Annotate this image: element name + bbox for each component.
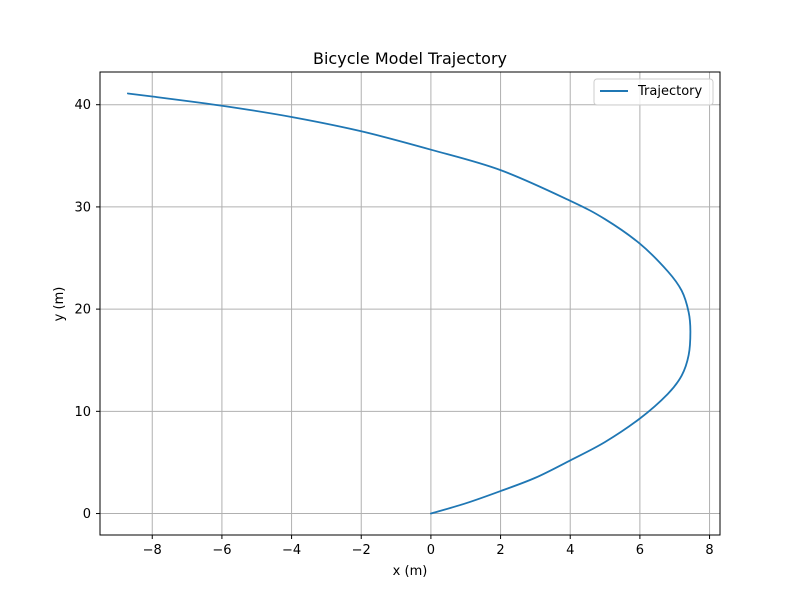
ticks: −8 −6 −4 −2 0 2 4 6 8 0 10 20 30 40 [74,98,713,558]
y-tick-label: 30 [74,200,91,215]
x-tick-label: 6 [636,543,644,558]
chart-title: Bicycle Model Trajectory [313,49,507,68]
legend-box [593,78,714,106]
y-tick-label: 10 [74,405,91,420]
x-axis-label: x (m) [393,564,428,579]
y-axis-label: y (m) [52,287,67,322]
plot-area [100,72,720,535]
y-tick-label: 20 [74,303,91,318]
x-tick-label: 4 [566,543,574,558]
x-tick-label: −2 [352,543,371,558]
x-tick-label: 0 [427,543,435,558]
trajectory-line [126,92,692,515]
series-layer [126,92,692,515]
legend-label: Trajectory [637,84,702,99]
plot-frame [99,71,721,536]
legend: Trajectory [593,78,714,106]
y-tick-label: 40 [74,98,91,113]
x-tick-label: −6 [212,543,231,558]
x-tick-label: 8 [705,543,713,558]
x-tick-label: 2 [496,543,504,558]
y-tick-label: 0 [83,507,91,522]
x-tick-label: −4 [282,543,301,558]
x-tick-label: −8 [143,543,162,558]
grid-lines [100,72,720,535]
